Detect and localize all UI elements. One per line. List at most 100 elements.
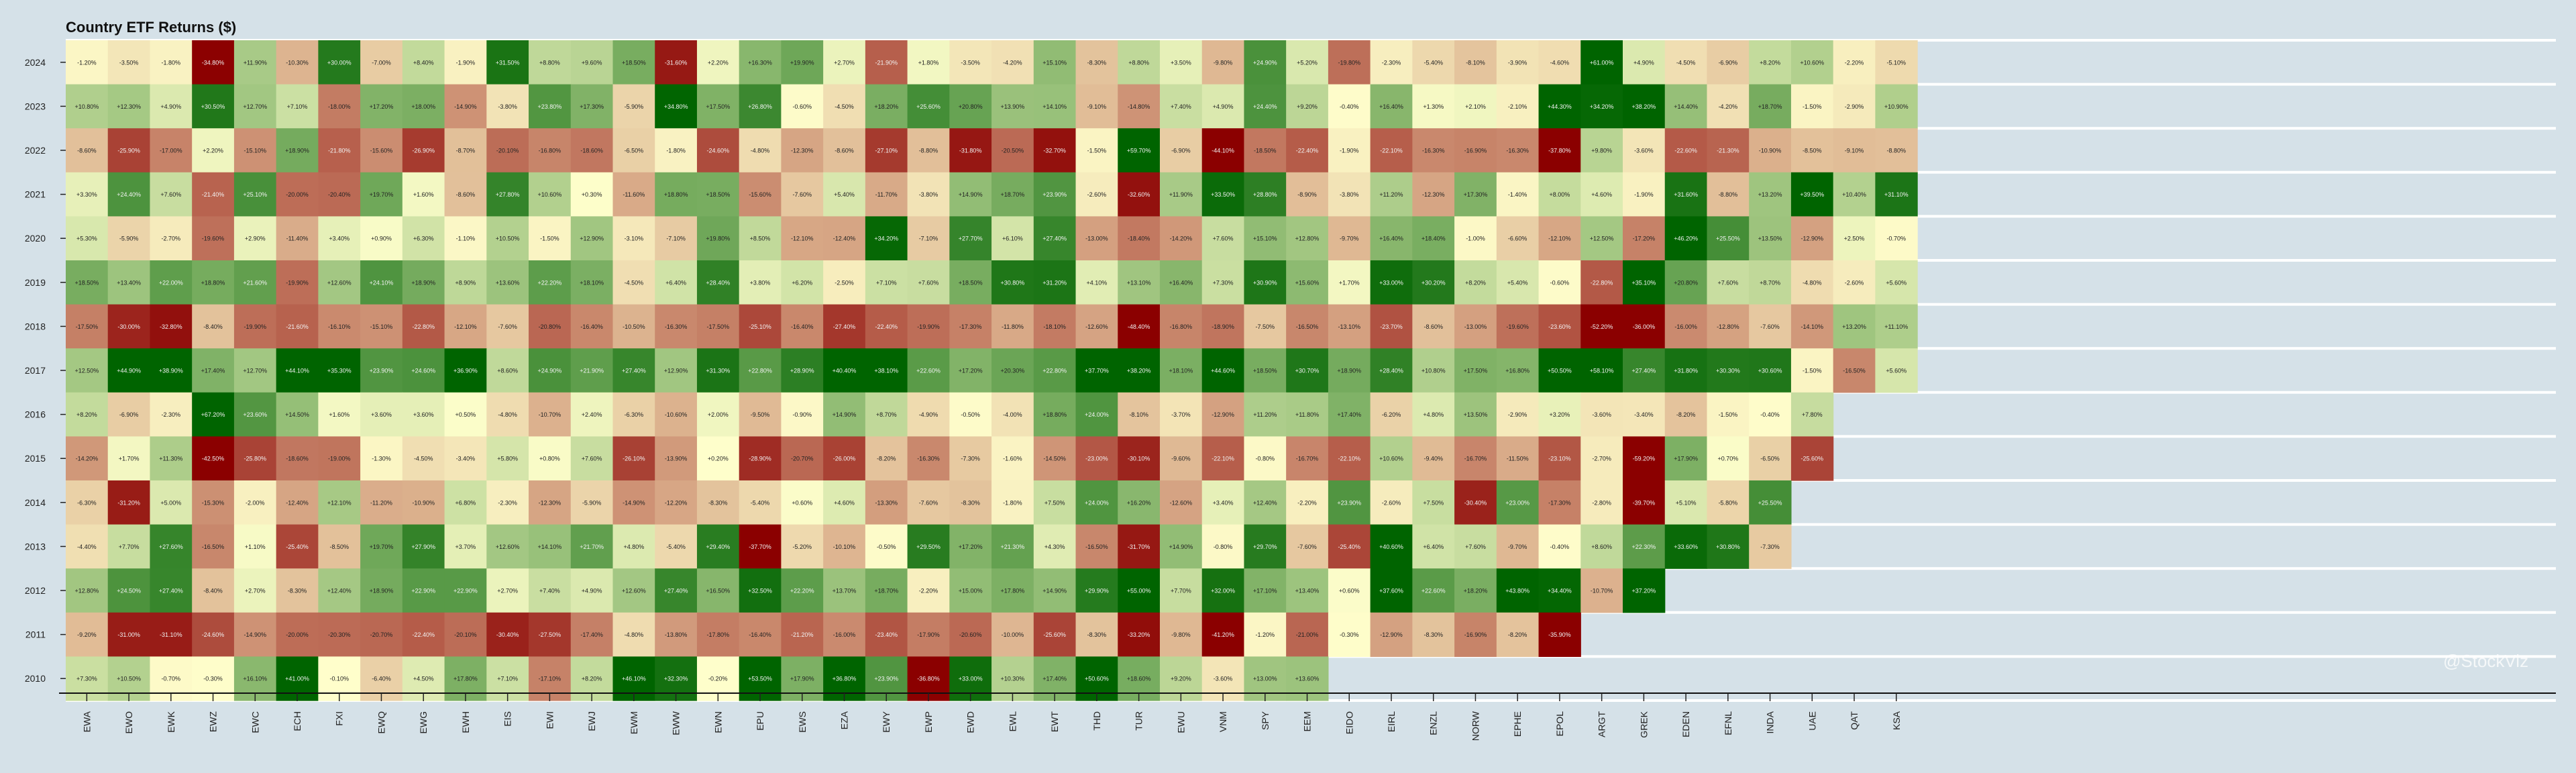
cell-label: -2.70% [1592, 456, 1611, 462]
heatmap-cell [1244, 172, 1287, 217]
heatmap-cell [1412, 524, 1455, 569]
cell-label: -25.40% [1338, 544, 1360, 550]
cell-label: -1.20% [1256, 631, 1275, 638]
heatmap-cell [1328, 612, 1371, 657]
cell-label: +7.70% [119, 544, 140, 550]
cell-label: +33.50% [1211, 191, 1235, 198]
cell-label: -9.10% [1087, 103, 1107, 110]
cell-label: +17.20% [959, 544, 983, 550]
heatmap-cell [1328, 172, 1371, 217]
cell-label: +17.50% [706, 103, 730, 110]
heatmap-cell [233, 392, 277, 437]
heatmap-cell [1623, 260, 1666, 305]
heatmap-cell [781, 260, 824, 305]
cell-label: +0.90% [371, 236, 392, 242]
cell-label: -3.90% [1508, 59, 1527, 66]
cell-label: +8.90% [455, 279, 476, 286]
cell-label: +5.30% [76, 236, 97, 242]
heatmap-cell [66, 348, 109, 393]
x-tick-label: SPY [1260, 711, 1271, 730]
heatmap-cell [1664, 172, 1708, 217]
cell-label: -4.50% [1676, 59, 1696, 66]
cell-label: +19.80% [706, 236, 730, 242]
heatmap-cell [1875, 172, 1918, 217]
cell-label: +13.10% [1127, 279, 1151, 286]
cell-label: +9.80% [1591, 148, 1612, 154]
cell-label: -30.40% [496, 631, 519, 638]
x-tick-label: EIRL [1386, 711, 1397, 732]
cell-label: -3.70% [1171, 411, 1191, 418]
heatmap-cell [529, 436, 572, 481]
heatmap-cell [823, 436, 866, 481]
cell-label: +28.40% [1379, 368, 1403, 374]
cell-label: +13.50% [1758, 236, 1782, 242]
heatmap-cell [781, 216, 824, 261]
cell-label: +5.00% [160, 499, 181, 506]
cell-label: +27.70% [959, 236, 983, 242]
cell-label: -4.80% [1803, 279, 1822, 286]
cell-label: +8.80% [1128, 59, 1149, 66]
heatmap-cell [276, 216, 319, 261]
cell-label: -24.60% [202, 631, 225, 638]
heatmap-cell [233, 172, 277, 217]
cell-label: -12.30% [539, 499, 561, 506]
heatmap-cell [150, 216, 193, 261]
heatmap-cell [1454, 304, 1497, 349]
cell-label: +4.60% [834, 499, 855, 506]
cell-label: -17.00% [160, 148, 182, 154]
heatmap-cell [150, 40, 193, 85]
cell-label: -14.20% [1170, 236, 1193, 242]
heatmap-cell [1496, 348, 1540, 393]
heatmap-cell [1875, 304, 1918, 349]
cell-label: -15.60% [749, 191, 771, 198]
heatmap-cell [529, 40, 572, 85]
cell-label: +16.80% [1505, 368, 1529, 374]
cell-label: -5.90% [119, 236, 139, 242]
cell-label: -16.80% [539, 148, 561, 154]
cell-label: -21.20% [791, 631, 814, 638]
cell-label: -9.20% [77, 631, 97, 638]
y-tick-label: 2024 [25, 57, 46, 68]
heatmap-cell [1538, 348, 1581, 393]
cell-label: +11.30% [159, 456, 182, 462]
cell-label: -22.40% [1296, 148, 1319, 154]
cell-label: +7.60% [1465, 544, 1486, 550]
x-tick-label: EWG [418, 711, 429, 733]
heatmap-cell [655, 172, 698, 217]
cell-label: -0.40% [1340, 103, 1359, 110]
heatmap-cell [1412, 84, 1455, 129]
heatmap-cell [1328, 480, 1371, 525]
cell-label: +38.20% [1631, 103, 1656, 110]
cell-label: -9.70% [1508, 544, 1527, 550]
cell-label: +0.80% [539, 456, 560, 462]
heatmap-cell [1580, 260, 1623, 305]
heatmap-cell [781, 392, 824, 437]
heatmap-cell [1412, 260, 1455, 305]
heatmap-cell [360, 392, 403, 437]
cell-label: +43.80% [1505, 588, 1529, 595]
heatmap-cell [1201, 216, 1245, 261]
heatmap-cell [486, 260, 529, 305]
heatmap-cell [1033, 568, 1077, 613]
cell-label: +25.10% [243, 191, 267, 198]
cell-label: -10.50% [623, 323, 645, 330]
heatmap-cell [1623, 304, 1666, 349]
cell-label: +33.00% [959, 676, 983, 682]
cell-label: +38.10% [874, 368, 898, 374]
heatmap-cell [949, 84, 992, 129]
cell-label: -11.60% [623, 191, 645, 198]
cell-label: -17.50% [76, 323, 99, 330]
cell-label: +18.90% [285, 148, 309, 154]
heatmap-cell [318, 40, 361, 85]
heatmap-cell [1664, 260, 1708, 305]
heatmap-cell [1580, 128, 1623, 173]
cell-label: +16.50% [706, 588, 730, 595]
heatmap-cell [1328, 348, 1371, 393]
cell-label: -4.20% [1719, 103, 1738, 110]
heatmap-cell [318, 568, 361, 613]
cell-label: -3.40% [456, 456, 476, 462]
heatmap-cell [1538, 216, 1581, 261]
cell-label: +10.50% [496, 236, 520, 242]
heatmap-cell [1370, 612, 1413, 657]
